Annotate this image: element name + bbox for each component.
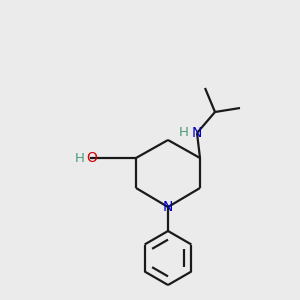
Text: H: H bbox=[179, 127, 189, 140]
Text: O: O bbox=[87, 151, 98, 165]
Text: H: H bbox=[75, 152, 85, 164]
Text: N: N bbox=[163, 200, 173, 214]
Text: N: N bbox=[192, 126, 202, 140]
